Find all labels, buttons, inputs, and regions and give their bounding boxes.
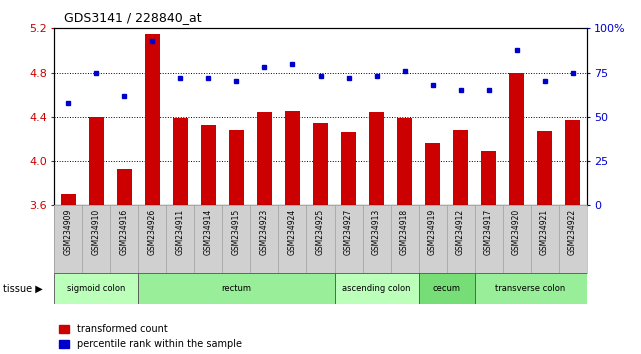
Legend: transformed count, percentile rank within the sample: transformed count, percentile rank withi… xyxy=(60,324,242,349)
Bar xyxy=(145,34,160,205)
Bar xyxy=(229,130,244,205)
Bar xyxy=(54,205,83,273)
Text: GSM234924: GSM234924 xyxy=(288,209,297,255)
Text: GSM234911: GSM234911 xyxy=(176,209,185,255)
Bar xyxy=(313,124,328,205)
Text: GSM234913: GSM234913 xyxy=(372,209,381,255)
Text: GSM234916: GSM234916 xyxy=(120,209,129,255)
Text: GDS3141 / 228840_at: GDS3141 / 228840_at xyxy=(64,11,202,24)
Text: GSM234920: GSM234920 xyxy=(512,209,521,255)
Text: GSM234922: GSM234922 xyxy=(568,209,577,255)
Bar xyxy=(509,73,524,205)
Text: GSM234909: GSM234909 xyxy=(64,209,73,255)
Bar xyxy=(537,131,552,205)
Bar xyxy=(397,118,412,205)
Bar xyxy=(222,205,251,273)
Text: GSM234927: GSM234927 xyxy=(344,209,353,255)
Bar xyxy=(138,273,335,304)
Bar xyxy=(278,205,306,273)
Bar xyxy=(335,205,363,273)
Bar xyxy=(335,273,419,304)
Text: transverse colon: transverse colon xyxy=(495,284,565,293)
Bar xyxy=(285,111,300,205)
Bar xyxy=(83,205,110,273)
Bar xyxy=(173,118,188,205)
Bar xyxy=(194,205,222,273)
Text: GSM234923: GSM234923 xyxy=(260,209,269,255)
Text: GSM234914: GSM234914 xyxy=(204,209,213,255)
Bar xyxy=(363,205,390,273)
Bar xyxy=(138,205,167,273)
Bar xyxy=(481,151,496,205)
Bar xyxy=(167,205,194,273)
Text: GSM234915: GSM234915 xyxy=(232,209,241,255)
Bar xyxy=(89,117,104,205)
Bar xyxy=(531,205,558,273)
Bar xyxy=(419,205,447,273)
Bar xyxy=(565,120,580,205)
Bar xyxy=(447,205,474,273)
Bar xyxy=(453,130,468,205)
Text: GSM234921: GSM234921 xyxy=(540,209,549,255)
Text: rectum: rectum xyxy=(222,284,251,293)
Text: GSM234919: GSM234919 xyxy=(428,209,437,255)
Bar xyxy=(474,205,503,273)
Text: GSM234910: GSM234910 xyxy=(92,209,101,255)
Text: ascending colon: ascending colon xyxy=(342,284,411,293)
Text: GSM234918: GSM234918 xyxy=(400,209,409,255)
Bar xyxy=(425,143,440,205)
Text: GSM234925: GSM234925 xyxy=(316,209,325,255)
Text: tissue ▶: tissue ▶ xyxy=(3,284,43,293)
Text: GSM234926: GSM234926 xyxy=(148,209,157,255)
Bar xyxy=(257,113,272,205)
Bar xyxy=(306,205,335,273)
Bar xyxy=(54,273,138,304)
Text: GSM234912: GSM234912 xyxy=(456,209,465,255)
Bar xyxy=(201,125,216,205)
Bar xyxy=(474,273,587,304)
Bar xyxy=(110,205,138,273)
Text: sigmoid colon: sigmoid colon xyxy=(67,284,126,293)
Bar xyxy=(390,205,419,273)
Bar xyxy=(117,169,132,205)
Bar xyxy=(558,205,587,273)
Bar xyxy=(369,113,384,205)
Bar xyxy=(61,194,76,205)
Bar xyxy=(419,273,474,304)
Text: GSM234917: GSM234917 xyxy=(484,209,493,255)
Text: cecum: cecum xyxy=(433,284,460,293)
Bar xyxy=(251,205,278,273)
Bar xyxy=(341,132,356,205)
Bar xyxy=(503,205,531,273)
